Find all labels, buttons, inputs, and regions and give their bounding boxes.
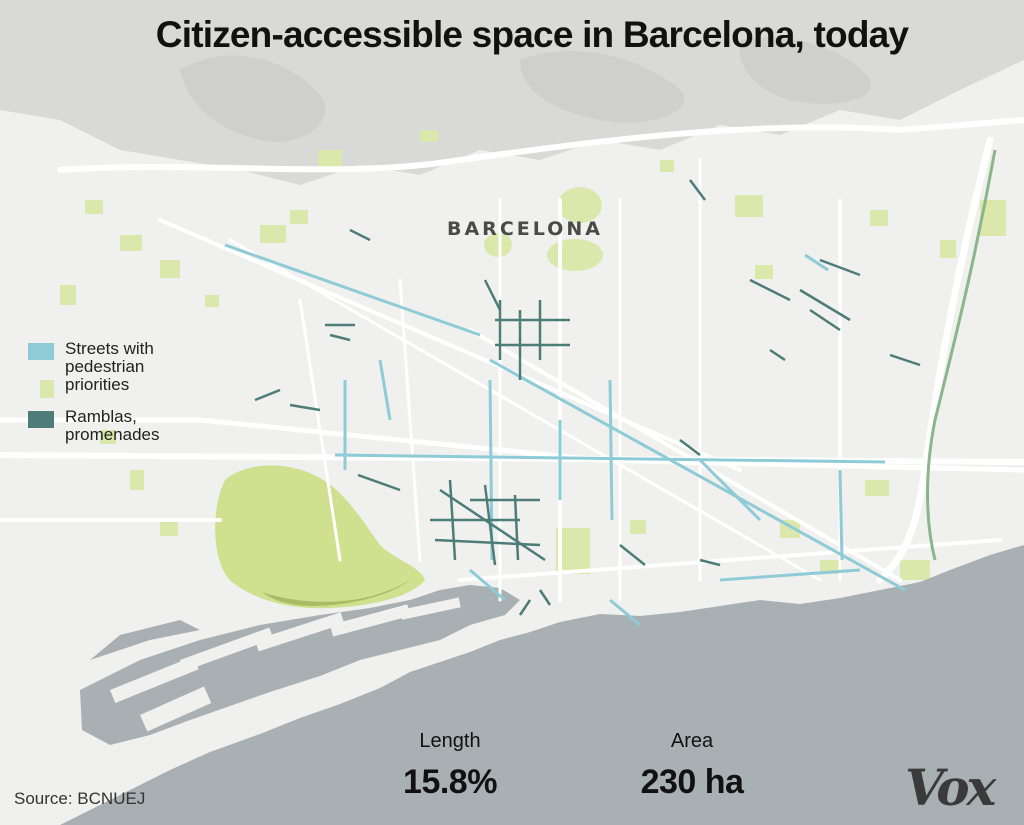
area-label: Area	[670, 730, 714, 752]
length-label: Length	[419, 730, 481, 752]
sea	[60, 545, 1024, 825]
legend-item-ramblas: Ramblas, promenades	[28, 408, 195, 444]
ramblas-promenades	[254, 179, 921, 616]
length-stat: Length 15.8%	[392, 730, 508, 802]
montjuic-park	[215, 465, 425, 609]
port-piers	[109, 597, 461, 732]
legend-item-pedestrian: Streets with pedestrian priorities	[28, 340, 195, 394]
collserola-hills	[0, 0, 1024, 185]
map-title: Citizen-accessible space in Barcelona, t…	[155, 14, 909, 55]
area-stat: Area 230 ha	[622, 730, 762, 802]
length-value: 15.8%	[403, 763, 497, 801]
legend: Streets with pedestrian priorities Rambl…	[28, 340, 195, 458]
vox-logo: Vox	[905, 758, 996, 817]
city-label: BARCELONA	[447, 218, 603, 240]
area-value: 230 ha	[640, 763, 744, 801]
legend-label-pedestrian: Streets with pedestrian priorities	[65, 339, 154, 394]
ronda-corridor	[926, 149, 997, 561]
legend-swatch-pedestrian	[28, 343, 54, 360]
legend-swatch-ramblas	[28, 411, 54, 428]
pedestrian-priority-streets	[224, 243, 906, 627]
legend-label-ramblas: Ramblas, promenades	[65, 407, 160, 444]
source-note: Source: BCNUEJ	[14, 789, 146, 808]
